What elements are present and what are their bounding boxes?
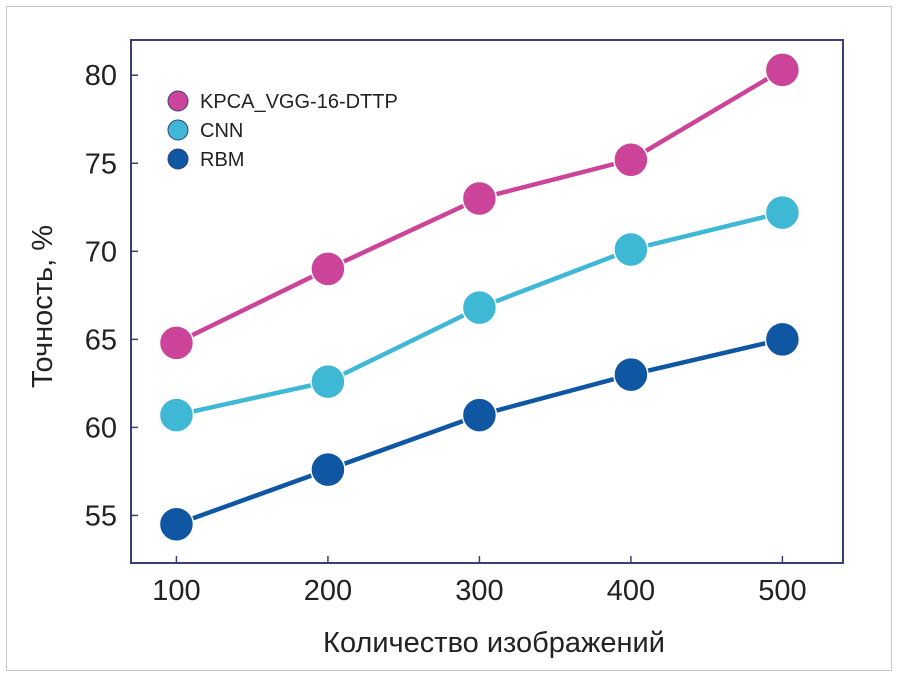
- plot-area: [130, 39, 844, 564]
- series-3: [158, 321, 801, 543]
- data-point: [461, 180, 498, 217]
- data-point: [158, 325, 195, 361]
- y-tick-label: 65: [85, 324, 117, 356]
- figure-frame: [6, 6, 892, 671]
- legend-label: RBM: [200, 149, 244, 171]
- x-axis-title: Количество изображений: [323, 627, 665, 659]
- x-tick-label: 200: [304, 575, 352, 607]
- series-1: [158, 52, 801, 361]
- y-tick-label: 60: [85, 412, 117, 444]
- x-tick-label: 100: [152, 575, 200, 607]
- x-tick-label: 300: [455, 575, 503, 607]
- legend-marker: [167, 90, 189, 112]
- data-point: [613, 231, 649, 268]
- data-point: [158, 506, 195, 543]
- data-point: [310, 363, 346, 400]
- y-tick-label: 55: [85, 500, 117, 532]
- series-2: [158, 194, 801, 433]
- data-point: [613, 356, 649, 393]
- y-tick-label: 75: [85, 148, 117, 180]
- legend-label: KPCA_VGG-16-DTTP: [200, 91, 398, 113]
- data-point: [310, 251, 346, 287]
- data-point: [613, 141, 649, 178]
- data-point: [764, 52, 801, 88]
- y-axis-title: Точность, %: [27, 225, 59, 388]
- data-point: [764, 194, 801, 231]
- data-point: [158, 397, 195, 433]
- data-point: [461, 397, 498, 433]
- data-point: [310, 451, 346, 488]
- legend-label: CNN: [200, 120, 243, 142]
- data-point: [461, 289, 498, 326]
- series-layer: [158, 52, 801, 543]
- legend-marker: [167, 148, 189, 170]
- y-axis-ticks: 55 60 65 70 75 80: [85, 60, 138, 532]
- x-axis-ticks: 100 200 300 400 500: [152, 556, 807, 607]
- legend-marker: [167, 119, 189, 141]
- x-tick-label: 400: [607, 575, 655, 607]
- y-tick-label: 80: [85, 60, 117, 92]
- legend: KPCA_VGG-16-DTTP CNN RBM: [167, 90, 398, 171]
- y-tick-label: 70: [85, 236, 117, 268]
- x-tick-label: 500: [758, 575, 806, 607]
- data-point: [764, 321, 801, 358]
